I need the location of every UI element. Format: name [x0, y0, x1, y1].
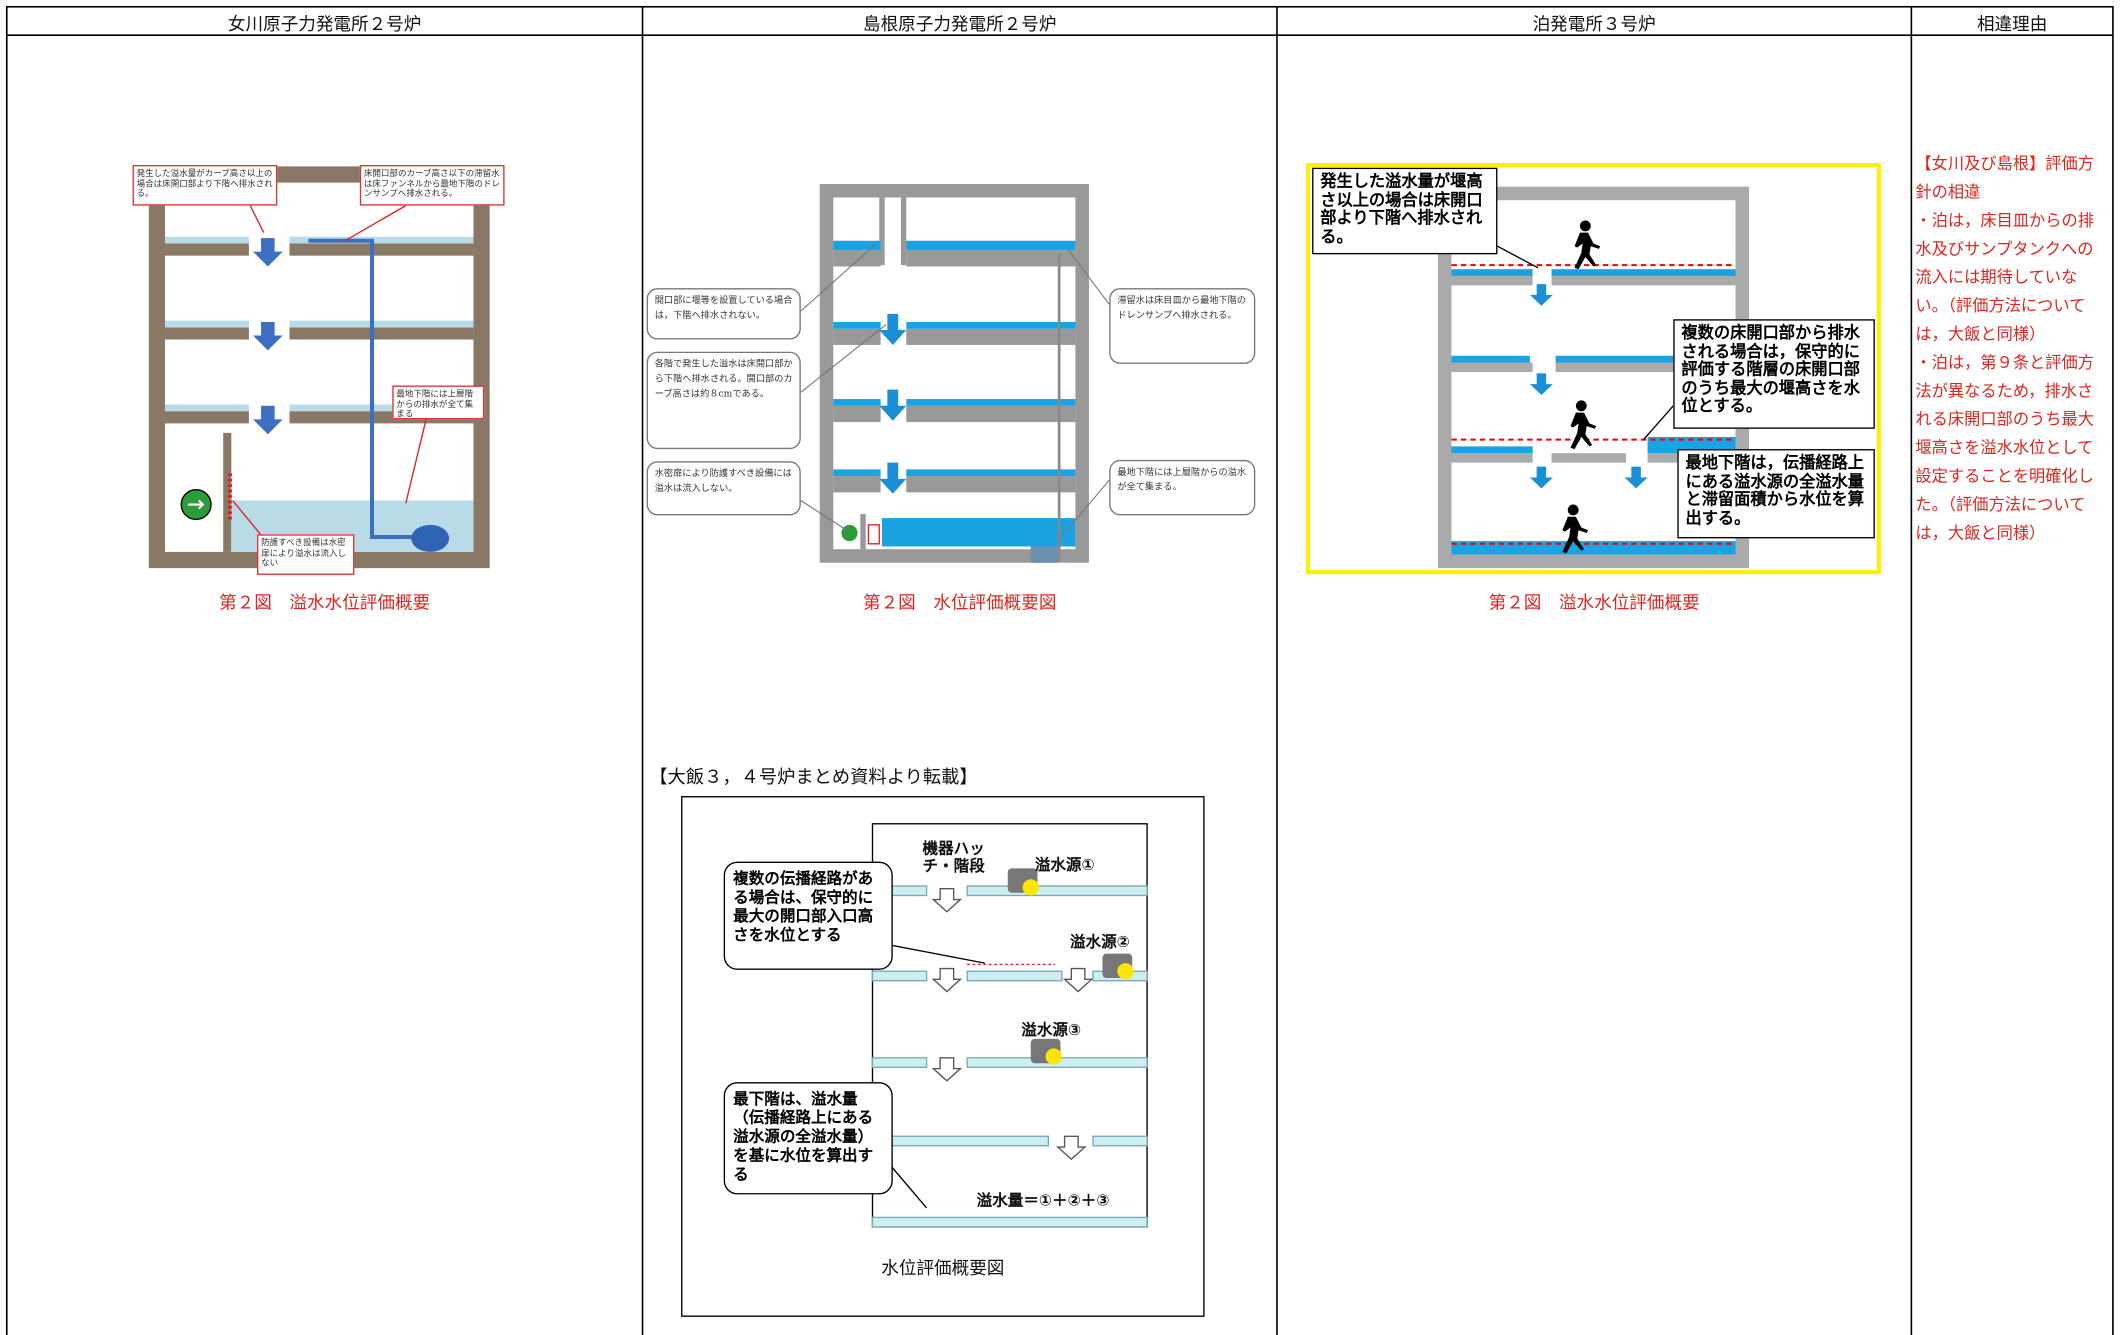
- callout: 最下階は、溢水量（伝播経路上にある溢水源の全溢水量）を基に水位を算出する: [723, 1082, 893, 1195]
- figure-caption: 第２図 溢水水位評価概要: [1488, 593, 1700, 615]
- figure-caption: 第２図 溢水水位評価概要: [219, 593, 431, 615]
- label: 溢水源①: [1034, 854, 1095, 874]
- header-cell: 女川原子力発電所２号炉: [227, 14, 422, 36]
- callout: 滞留水は床目皿から最地下階のドレンサンプへ排水される。: [1109, 288, 1256, 364]
- quote-title: 【大飯３，４号炉まとめ資料より転載】: [649, 766, 978, 789]
- onagawa-diagram: [148, 166, 490, 569]
- callout: 最地下階には上層階からの溢水が全て集まる。: [1109, 459, 1256, 516]
- callout: 複数の床開口部から排水される場合は，保守的に評価する階層の床開口部のうち最大の堰…: [1673, 319, 1875, 429]
- callout: 複数の伝播経路がある場合は、保守的に最大の開口部入口高さを水位とする: [723, 861, 893, 970]
- callout: 防護すべき設備は水密扉により溢水は流入しない: [257, 534, 355, 575]
- reason-heading: 【女川及び島根】評価方針の相違: [1915, 154, 2095, 202]
- callout: 開口部に堰等を設置している場合は，下階へ排水されない。: [646, 288, 801, 340]
- ohi-diagram: [681, 796, 1205, 1317]
- table-grid: [5, 5, 2114, 1335]
- shimane-diagram: [800, 183, 1110, 563]
- reason-item: ・泊は，第９条と評価方法が異なるため，排水される床開口部のうち最大堰高さを溢水水…: [1915, 353, 2095, 543]
- reason-item: ・泊は，床目皿からの排水及びサンプタンクへの流入には期待していない。（評価方法に…: [1915, 211, 2095, 344]
- callout: 発生した溢水量がカーブ高さ以上の場合は床開口部より下階へ排水される。: [132, 165, 278, 206]
- figure-caption: 第２図 水位評価概要図: [863, 593, 1057, 615]
- callout: 床開口部のカーブ高さ以下の滞留水は床ファンネルから最地下階のドレンサンプへ排水さ…: [359, 165, 505, 206]
- callout: 水密扉により防護すべき設備には溢水は流入しない。: [646, 461, 801, 516]
- formula: 溢水量＝①＋②＋③: [976, 1190, 1110, 1210]
- label: 溢水源②: [1069, 932, 1130, 951]
- header-cell: 泊発電所３号炉: [1532, 14, 1656, 36]
- header-cell: 相違理由: [1976, 14, 2048, 36]
- callout: 最地下階は，伝播経路上にある溢水源の全溢水量と滞留面積から水位を算出する。: [1677, 449, 1875, 539]
- label: 機器ハッチ・階段: [922, 838, 985, 876]
- callout: 各階で発生した溢水は床開口部から下階へ排水される。開口部のカーブ高さは約８cmで…: [646, 351, 801, 450]
- figure-caption: 水位評価概要図: [881, 1259, 1005, 1280]
- header-cell: 島根原子力発電所２号炉: [863, 14, 1057, 36]
- label: 溢水源③: [1021, 1019, 1082, 1039]
- callout: 最地下階には上層階からの排水が全て集まる: [392, 385, 485, 420]
- callout: 発生した溢水量が堰高さ以上の場合は床開口部より下階へ排水される。: [1312, 167, 1498, 255]
